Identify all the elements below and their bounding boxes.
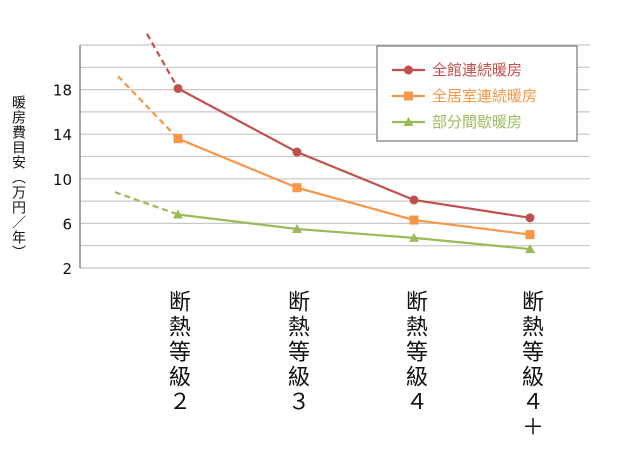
legend-label: 全館連続暖房	[432, 61, 522, 79]
series-line	[177, 87, 531, 219]
x-category-label-3: 断熱等級４	[402, 290, 427, 415]
legend-marker-circle	[404, 65, 413, 75]
series-extrapolation-dashed	[117, 75, 179, 140]
y-tick-label: 10	[53, 171, 72, 189]
legend-marker-triangle	[403, 117, 414, 126]
data-point-circle	[173, 83, 183, 93]
y-tick-label: 2	[62, 260, 72, 278]
x-category-label-4: 断熱等級４＋	[518, 290, 543, 440]
data-point-circle	[409, 195, 419, 205]
x-category-label-1: 断熱等級２	[165, 290, 190, 415]
y-tick-label: 14	[53, 126, 72, 144]
data-point-square	[173, 134, 183, 144]
series-line	[177, 213, 531, 251]
data-point-triangle	[409, 232, 419, 242]
y-tick-label: 6	[62, 215, 72, 233]
series-extrapolation-dashed	[146, 33, 179, 90]
series-line	[177, 137, 531, 236]
data-point-square	[292, 183, 302, 193]
data-point-circle	[292, 147, 302, 157]
legend-label: 全居室連続暖房	[432, 87, 537, 105]
data-point-triangle	[292, 223, 302, 233]
y-axis-label-wrap: 暖房費目安（万円／年）	[8, 95, 34, 295]
series-extrapolation-dashed	[114, 191, 179, 216]
y-tick-label: 18	[53, 82, 72, 100]
data-point-square	[409, 215, 419, 225]
data-point-square	[525, 230, 535, 240]
legend-marker-square	[404, 91, 413, 101]
legend-label: 部分間歇暖房	[432, 113, 522, 131]
data-point-circle	[525, 213, 535, 223]
y-axis-label: 暖房費目安（万円／年）	[10, 95, 26, 260]
data-point-triangle	[525, 244, 535, 254]
data-point-triangle	[173, 209, 183, 219]
x-category-label-2: 断熱等級３	[284, 290, 309, 415]
